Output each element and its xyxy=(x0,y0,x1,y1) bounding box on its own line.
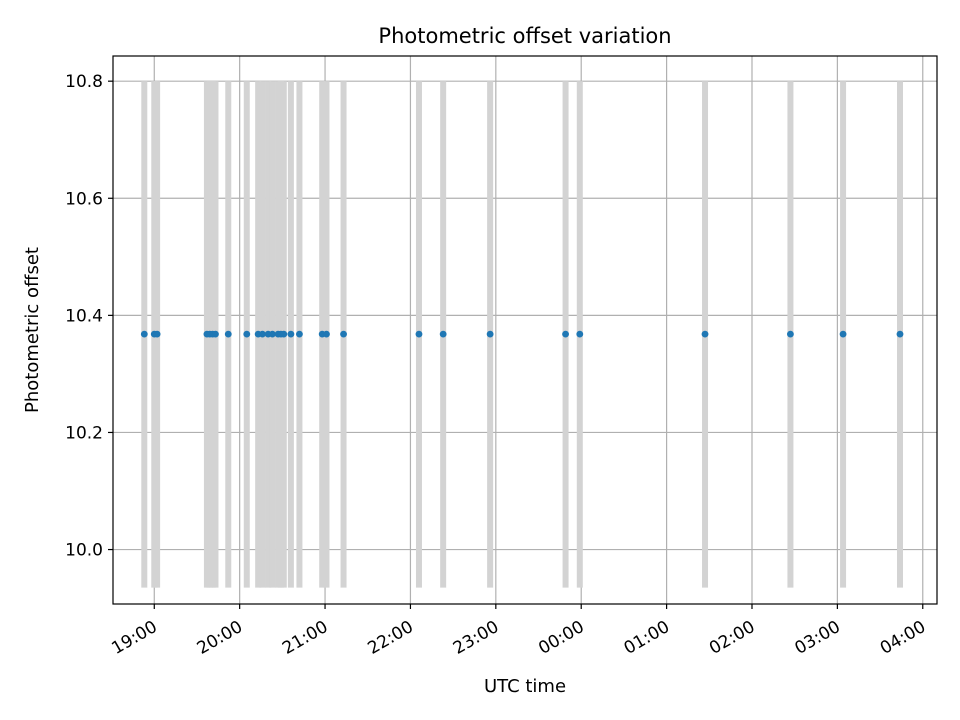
data-point xyxy=(296,330,303,338)
data-point xyxy=(415,330,423,338)
x-tick-label: 00:00 xyxy=(535,617,587,659)
y-tick-label: 10.8 xyxy=(65,72,103,92)
x-tick-label: 03:00 xyxy=(791,617,843,659)
data-point xyxy=(323,330,330,338)
y-tick-label: 10.4 xyxy=(65,306,103,326)
x-tick-label: 20:00 xyxy=(194,617,246,659)
plot-frame xyxy=(112,55,938,605)
y-axis-label: Photometric offset xyxy=(22,247,43,413)
data-point xyxy=(224,330,232,338)
x-tick-label: 02:00 xyxy=(706,617,758,659)
data-point xyxy=(439,330,447,338)
data-points xyxy=(140,330,904,338)
data-point xyxy=(896,330,904,338)
data-point xyxy=(140,330,148,338)
grid xyxy=(113,56,937,604)
data-point xyxy=(280,330,288,338)
data-point xyxy=(839,330,847,338)
y-tick-label: 10.2 xyxy=(65,423,103,443)
x-tick-label: 01:00 xyxy=(621,617,673,659)
chart-title: Photometric offset variation xyxy=(378,24,671,48)
data-point xyxy=(259,330,266,338)
data-point xyxy=(576,330,584,338)
x-tick-label: 04:00 xyxy=(877,617,929,659)
data-point xyxy=(268,330,276,338)
data-point xyxy=(486,330,494,338)
y-tick-label: 10.6 xyxy=(65,189,103,209)
x-tick-label: 19:00 xyxy=(108,617,160,659)
data-point xyxy=(701,330,709,338)
x-axis-label: UTC time xyxy=(484,676,566,697)
data-point xyxy=(212,330,219,338)
x-tick-label: 23:00 xyxy=(450,617,502,659)
x-tick-label: 22:00 xyxy=(365,617,417,659)
data-point xyxy=(243,330,251,338)
y-tick-label: 10.0 xyxy=(65,541,103,561)
x-tick-label: 21:00 xyxy=(279,617,331,659)
data-point xyxy=(562,330,569,338)
data-point xyxy=(287,330,295,338)
data-point xyxy=(340,330,347,338)
x-axis-ticks: 19:00 20:00 21:00 22:00 23:00 00:00 01:00 02:00… xyxy=(108,604,929,659)
data-point xyxy=(153,330,161,338)
data-point xyxy=(787,330,794,338)
y-axis-ticks: 10.0 10.2 10.4 10.6 10.8 xyxy=(65,72,113,561)
